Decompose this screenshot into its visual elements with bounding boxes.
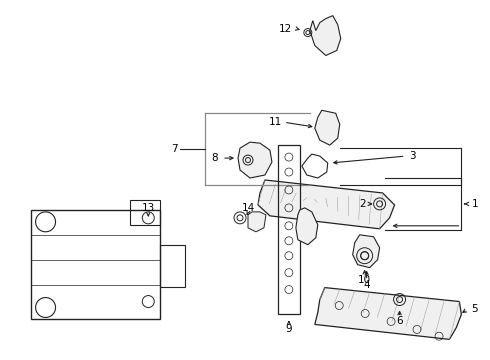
Text: 5: 5: [471, 305, 478, 315]
Text: 9: 9: [286, 324, 292, 334]
Bar: [278, 145, 300, 315]
Polygon shape: [315, 288, 462, 339]
Text: 6: 6: [396, 316, 403, 327]
Polygon shape: [296, 208, 318, 245]
Text: 2: 2: [360, 199, 367, 209]
Polygon shape: [353, 235, 380, 268]
Polygon shape: [258, 180, 394, 229]
Polygon shape: [238, 142, 272, 178]
Text: 4: 4: [364, 280, 370, 289]
Text: 13: 13: [142, 203, 155, 213]
Polygon shape: [315, 110, 340, 145]
Polygon shape: [310, 15, 341, 55]
Text: 12: 12: [279, 24, 292, 33]
Text: 10: 10: [358, 275, 371, 285]
Text: 7: 7: [172, 144, 178, 154]
Bar: [30, 210, 160, 319]
Text: 14: 14: [242, 203, 255, 213]
Text: 3: 3: [410, 151, 416, 161]
Text: 11: 11: [269, 117, 282, 127]
Polygon shape: [248, 212, 266, 232]
Polygon shape: [302, 154, 328, 178]
Text: 8: 8: [212, 153, 218, 163]
Text: 1: 1: [471, 199, 478, 209]
Bar: [130, 200, 160, 225]
Bar: [160, 245, 185, 287]
